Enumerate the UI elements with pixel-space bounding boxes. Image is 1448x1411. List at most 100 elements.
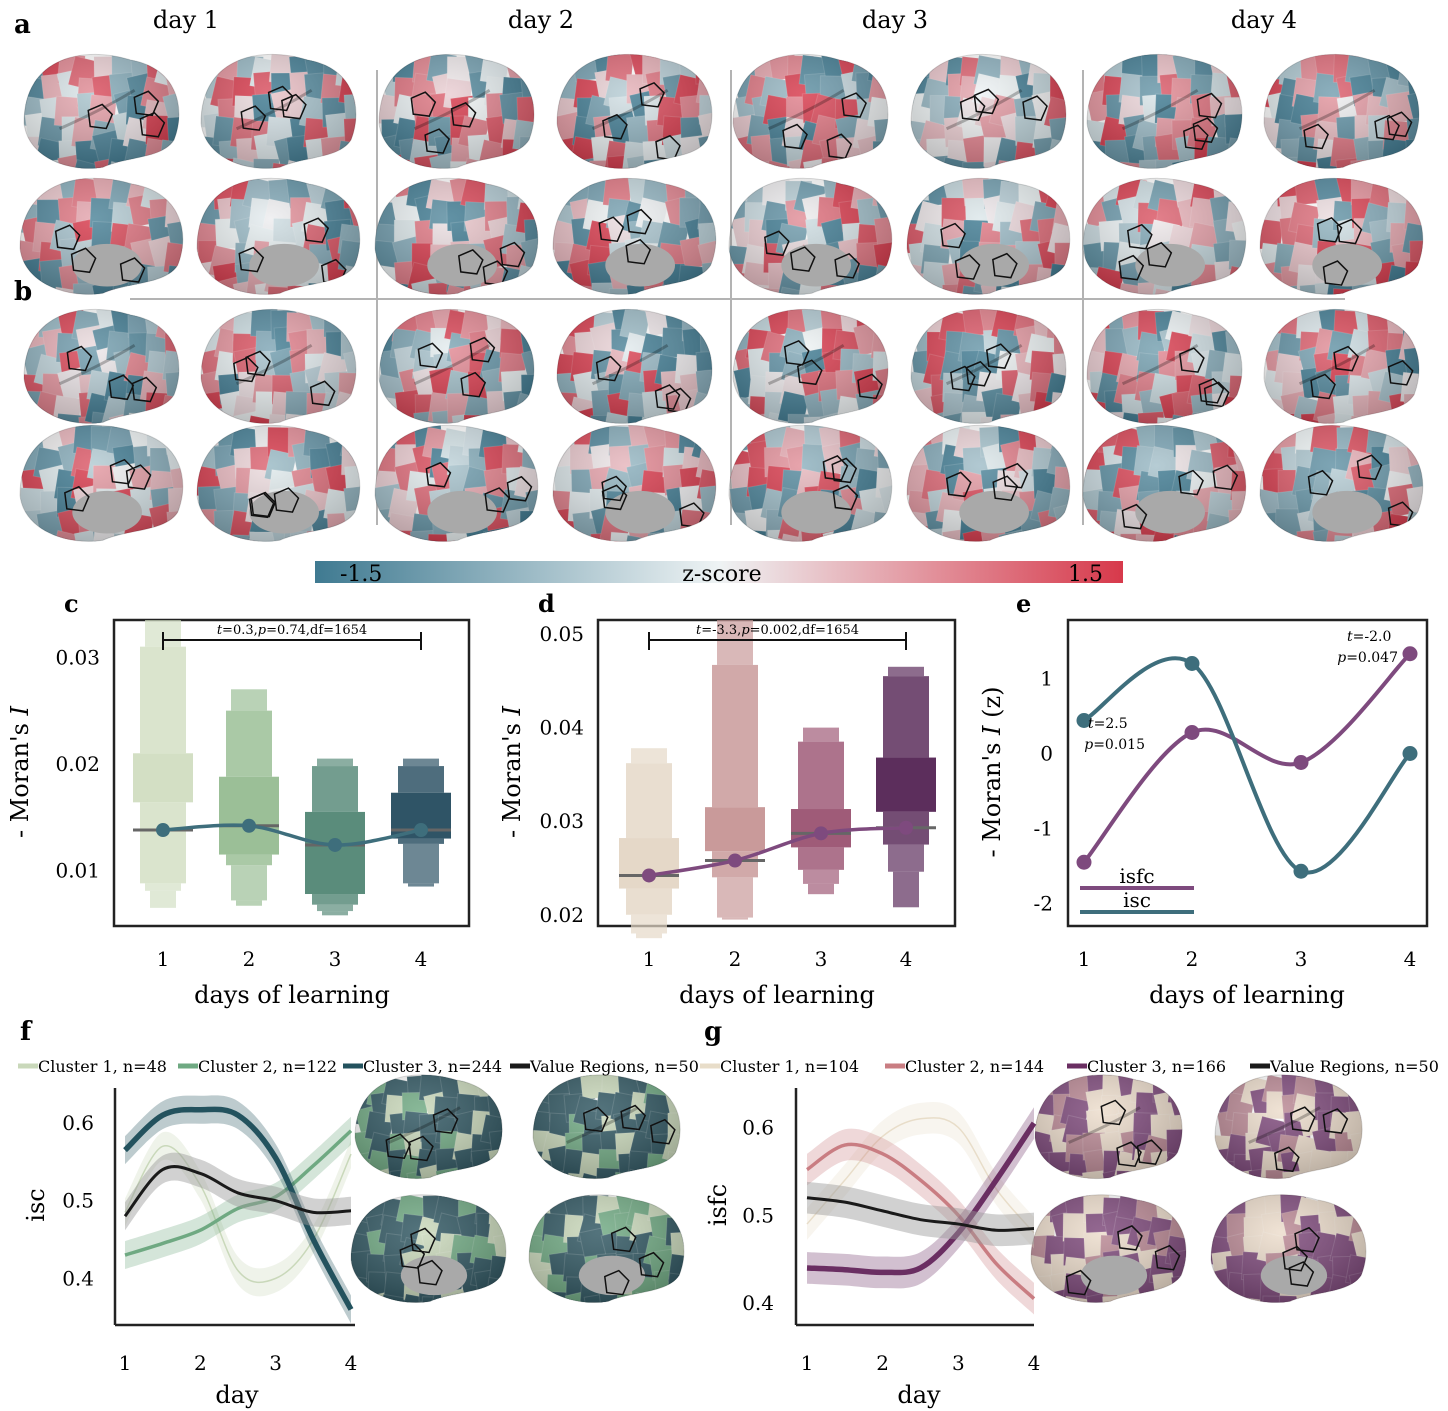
- medial-wall: [605, 490, 676, 534]
- stat-annotation-p: p=0.015: [1084, 737, 1145, 753]
- brain-surface: [378, 309, 535, 424]
- panel-d-xlabel: days of learning: [679, 981, 875, 1009]
- median-point: [414, 823, 428, 838]
- error-band: [125, 1131, 351, 1297]
- brain-surface: [23, 54, 180, 169]
- colorbar: -1.5 z-score 1.5: [315, 561, 1123, 587]
- x-tick-label: 1: [801, 1351, 814, 1375]
- series-line: [123, 1106, 354, 1311]
- y-tick-label: 0.5: [62, 1189, 94, 1213]
- brain-surface: [19, 424, 184, 542]
- colorbar-min-label: -1.5: [340, 562, 382, 587]
- median-point: [328, 837, 342, 852]
- letter-value-box: [140, 802, 186, 884]
- median-point: [814, 826, 828, 841]
- panel-letter-b: b: [14, 277, 32, 307]
- letter-value-box: [403, 843, 439, 884]
- medial-wall: [427, 490, 498, 534]
- brain-surface: [1259, 424, 1424, 542]
- brain-surface: [728, 424, 893, 542]
- y-tick-label: 0.02: [55, 752, 100, 776]
- median-point: [156, 823, 170, 838]
- letter-value-box: [226, 854, 272, 866]
- letter-value-box: [888, 666, 924, 677]
- stat-annotation-p: p=0.047: [1337, 650, 1398, 666]
- significance-bracket: [162, 632, 422, 650]
- x-tick-label: 2: [243, 947, 256, 971]
- panel-c-xlabel: days of learning: [194, 981, 390, 1009]
- letter-value-box: [626, 763, 672, 839]
- brain-surface: [1214, 1074, 1363, 1179]
- error-band: [807, 1101, 1034, 1249]
- panel-c-frame: [112, 618, 471, 928]
- panel-g-ylabel: isfc: [704, 1184, 732, 1226]
- legend-label: Cluster 2, n=122: [198, 1057, 337, 1076]
- trend-line: [648, 825, 907, 878]
- letter-value-box: [888, 844, 924, 872]
- y-tick-label: -2: [1034, 892, 1053, 916]
- brain-surface: [528, 1194, 685, 1303]
- x-tick-label: 4: [1028, 1351, 1041, 1375]
- brain-surface: [374, 424, 539, 542]
- error-band: [125, 1116, 351, 1270]
- x-tick-label: 3: [952, 1351, 965, 1375]
- brain-surface: [354, 1074, 503, 1179]
- median-point: [728, 853, 742, 868]
- y-tick-label: -1: [1034, 817, 1053, 841]
- x-tick-label: 1: [119, 1351, 132, 1375]
- series-line: [805, 1142, 1036, 1300]
- significance-bracket: [648, 632, 907, 650]
- medial-wall: [781, 490, 852, 534]
- letter-value-box: [883, 676, 929, 758]
- significance-annotation: t=0.3,p=0.74,df=1654: [217, 623, 367, 638]
- brain-surface: [1086, 54, 1243, 169]
- panel-e-frame: [1066, 618, 1429, 928]
- brain-surface: [1259, 177, 1424, 295]
- panel-f-chart: Cluster 1, n=48 Cluster 2, n=122 Cluster 3…: [18, 1057, 699, 1409]
- panel-letter-d: d: [538, 589, 555, 618]
- letter-value-box: [236, 900, 262, 906]
- brain-surface: [906, 177, 1071, 295]
- medial-wall: [1260, 1255, 1328, 1296]
- letter-value-box: [803, 869, 839, 884]
- error-band: [807, 1128, 1034, 1315]
- x-tick-label: 3: [1295, 947, 1308, 971]
- brain-surface: [1082, 424, 1247, 542]
- letter-value-box: [226, 710, 272, 777]
- series-point-isc: [1076, 713, 1092, 728]
- series-line: [806, 1121, 1037, 1276]
- letter-value-box: [403, 758, 439, 767]
- x-tick-label: 4: [415, 947, 428, 971]
- letter-value-box: [631, 748, 667, 764]
- legend-label-isfc: isfc: [1119, 864, 1154, 888]
- letter-value-box: [305, 811, 365, 895]
- y-tick-label: 0.02: [539, 903, 584, 927]
- panel-f-ylabel: isc: [22, 1188, 50, 1221]
- brain-surface: [1210, 1194, 1367, 1303]
- series-line-isfc: [1082, 652, 1412, 864]
- series-line: [806, 1196, 1035, 1232]
- y-tick-label: 0.4: [62, 1266, 94, 1290]
- median-point: [899, 820, 913, 835]
- brain-surface: [350, 1194, 507, 1303]
- panel-e-xlabel: days of learning: [1149, 981, 1345, 1009]
- median-point: [642, 868, 656, 883]
- letter-value-box: [803, 727, 839, 742]
- medial-wall: [1135, 243, 1206, 287]
- letter-value-box: [398, 766, 444, 793]
- brain-surface: [1263, 54, 1420, 169]
- letter-value-box: [631, 914, 667, 934]
- x-tick-label: 3: [329, 947, 342, 971]
- brain-surface: [532, 1074, 681, 1179]
- x-tick-label: 1: [1078, 947, 1091, 971]
- letter-value-box: [317, 758, 353, 767]
- letter-value-box: [219, 776, 279, 855]
- x-tick-label: 3: [815, 947, 828, 971]
- legend-label-isc: isc: [1123, 888, 1151, 912]
- trend-line: [162, 823, 422, 847]
- series-point-isfc: [1076, 854, 1092, 870]
- letter-value-box: [798, 847, 844, 870]
- panel-f-xlabel: day: [215, 1381, 259, 1409]
- letter-value-box: [722, 917, 748, 920]
